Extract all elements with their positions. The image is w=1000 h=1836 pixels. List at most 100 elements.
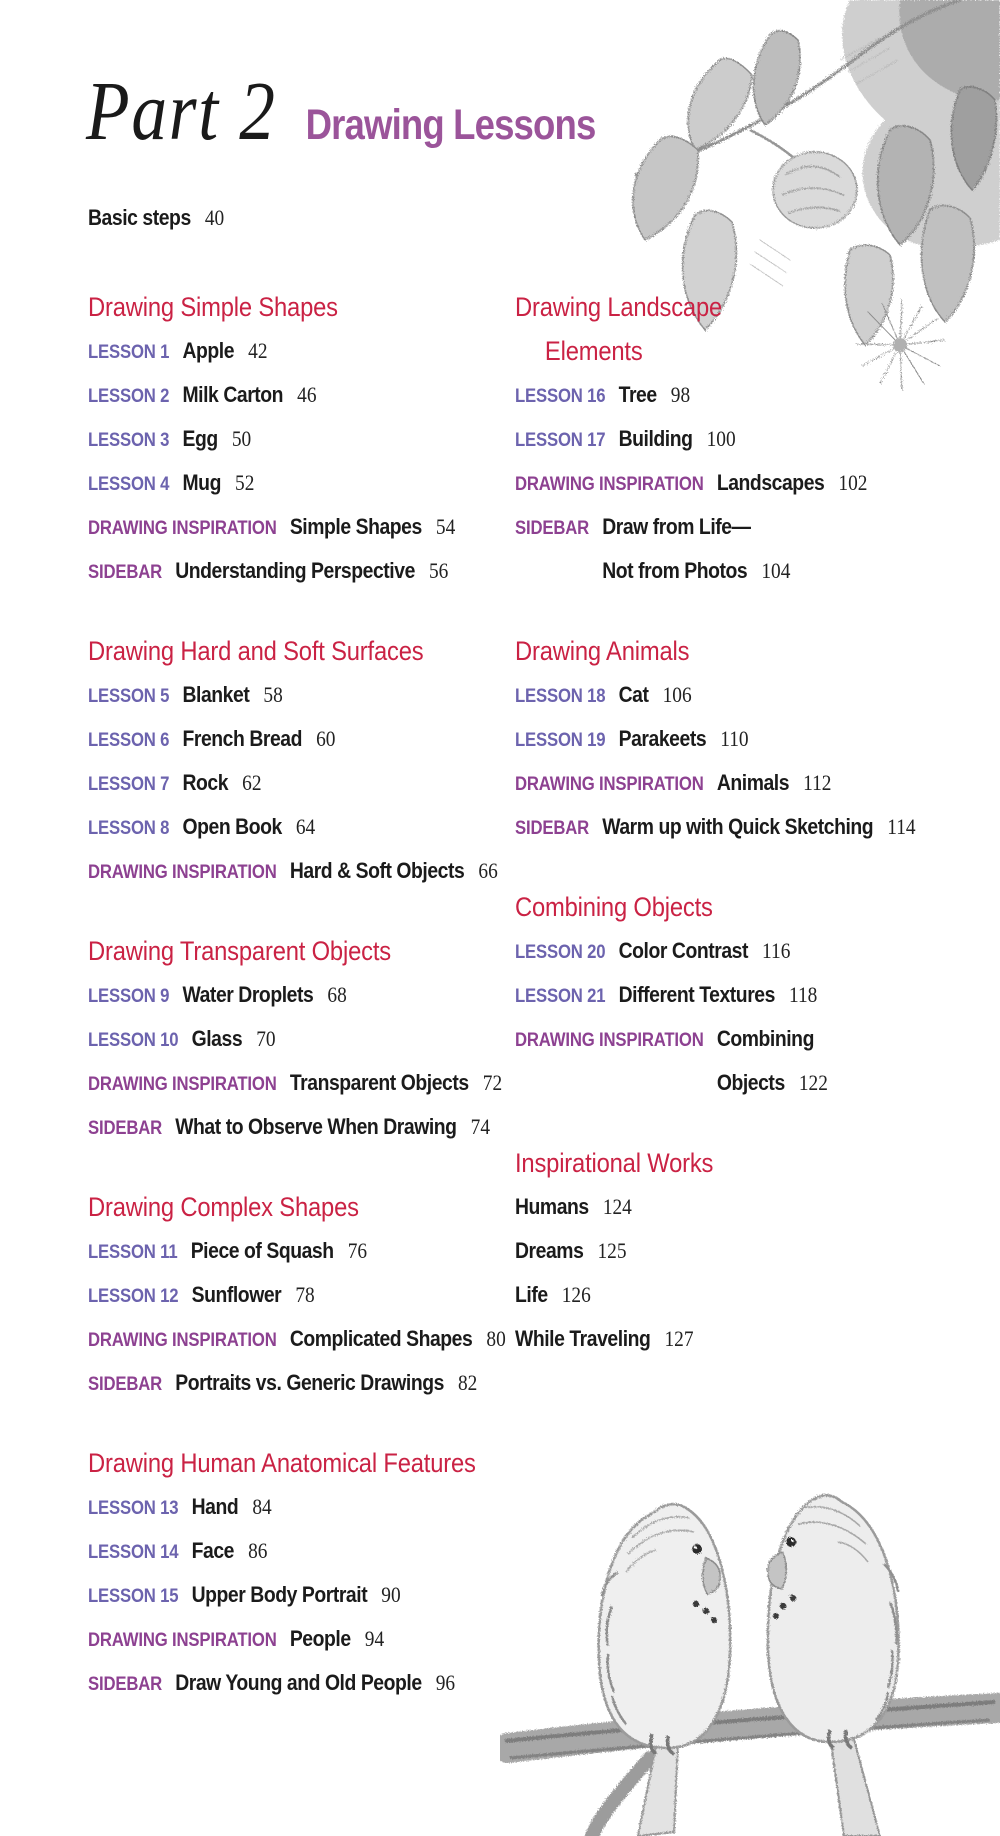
entry-label: LESSON 18: [515, 686, 606, 707]
entry-title: Tree 98: [618, 382, 691, 407]
page-number: 125: [597, 1238, 627, 1263]
entry-title: Life 126: [515, 1282, 591, 1307]
toc-entry: LESSON 5 Blanket 58: [88, 673, 502, 717]
toc-entry: LESSON 10 Glass 70: [88, 1017, 502, 1061]
toc-entry: Basic steps 40: [88, 196, 224, 240]
toc-section: Drawing Complex Shapes LESSON 11 Piece of …: [88, 1185, 506, 1405]
entry-title: Apple 42: [182, 338, 268, 363]
toc-entry: SIDEBAR Understanding Perspective 56: [88, 549, 502, 593]
page-number: 84: [252, 1494, 272, 1519]
entry-label: SIDEBAR: [515, 818, 590, 839]
section-heading: Drawing Transparent Objects: [88, 936, 391, 966]
toc-entry: LESSON 20 Color Contrast 116: [515, 929, 955, 973]
toc-entry: DRAWING INSPIRATION People 94: [88, 1617, 502, 1661]
entry-title: Humans 124: [515, 1194, 632, 1219]
page-number: 64: [295, 814, 316, 839]
toc-entry: While Traveling 127: [515, 1317, 955, 1361]
section-heading: Drawing Human Anatomical Features: [88, 1448, 476, 1478]
entry-label: LESSON 6: [88, 730, 170, 751]
page-number: 86: [248, 1538, 268, 1563]
toc-entry: LESSON 1 Apple 42: [88, 329, 502, 373]
toc-entry: Humans 124: [515, 1185, 955, 1229]
entry-label: DRAWING INSPIRATION: [88, 862, 277, 883]
page-number: 114: [887, 814, 916, 839]
page-number: 96: [435, 1670, 456, 1695]
entry-label: LESSON 17: [515, 430, 606, 451]
toc-section: Drawing Human Anatomical Features LESSON …: [88, 1441, 502, 1705]
entry-title: Rock 62: [182, 770, 262, 795]
entry-title: Cat 106: [618, 682, 692, 707]
page-number: 110: [720, 726, 749, 751]
entry-label: LESSON 16: [515, 386, 606, 407]
toc-entry: LESSON 2 Milk Carton 46: [88, 373, 502, 417]
entry-label: LESSON 7: [88, 774, 170, 795]
entry-label: LESSON 9: [88, 986, 170, 1007]
toc-entry: DRAWING INSPIRATION Transparent Objects 72: [88, 1061, 502, 1105]
part-label: Part 2: [86, 65, 277, 158]
entry-label: DRAWING INSPIRATION: [515, 1030, 704, 1051]
entry-title: Glass 70: [191, 1026, 276, 1051]
toc-entry: LESSON 6 French Bread 60: [88, 717, 502, 761]
page-number: 62: [242, 770, 262, 795]
entry-title: Water Droplets 68: [182, 982, 347, 1007]
toc-entry: LESSON 12 Sunflower 78: [88, 1273, 502, 1317]
toc-entry: SIDEBAR Warm up with Quick Sketching 114: [515, 805, 955, 849]
toc-entry: LESSON 7 Rock 62: [88, 761, 502, 805]
page-number: 80: [486, 1326, 506, 1351]
page-number: 112: [803, 770, 832, 795]
entry-label: DRAWING INSPIRATION: [88, 518, 277, 539]
page-number: 116: [762, 938, 791, 963]
toc-entry: LESSON 19 Parakeets 110: [515, 717, 955, 761]
section-heading: Inspirational Works: [515, 1148, 714, 1178]
entry-label: SIDEBAR: [88, 562, 163, 583]
page-number: 66: [478, 858, 498, 883]
toc-entry: LESSON 15 Upper Body Portrait 90: [88, 1573, 502, 1617]
entry-label: LESSON 21: [515, 986, 606, 1007]
entry-title: French Bread 60: [182, 726, 336, 751]
entry-label: LESSON 13: [88, 1498, 179, 1519]
entry-title: Warm up with Quick Sketching 114: [602, 814, 916, 839]
entry-label: LESSON 10: [88, 1030, 179, 1051]
toc-column-left: Drawing Simple Shapes LESSON 1 Apple 42 LESS…: [88, 285, 506, 1741]
toc-column-right: Drawing Landscape Elements LESSON 16 Tree 98…: [515, 285, 955, 1397]
entry-label: SIDEBAR: [88, 1374, 163, 1395]
entry-label: LESSON 12: [88, 1286, 179, 1307]
page-number: 124: [602, 1194, 632, 1219]
section-heading: Drawing Complex Shapes: [88, 1192, 359, 1222]
page-number: 118: [789, 982, 818, 1007]
intro-entry: Basic steps 40: [88, 196, 224, 240]
entry-label: LESSON 8: [88, 818, 170, 839]
entry-title: Portraits vs. Generic Drawings 82: [175, 1370, 478, 1395]
entry-label: DRAWING INSPIRATION: [88, 1330, 277, 1351]
page-number: 98: [670, 382, 691, 407]
page-number: 122: [798, 1070, 828, 1095]
entry-label: SIDEBAR: [515, 518, 590, 539]
toc-entry: SIDEBAR Draw Young and Old People 96: [88, 1661, 502, 1705]
entry-title: Egg 50: [182, 426, 252, 451]
entry-title: Sunflower 78: [191, 1282, 315, 1307]
toc-entry: Dreams 125: [515, 1229, 955, 1273]
entry-title: Open Book 64: [182, 814, 316, 839]
section-heading: Drawing Animals: [515, 636, 690, 666]
page-number: 74: [470, 1114, 490, 1139]
parakeets-sketch-image: [500, 1494, 1000, 1836]
page-number: 102: [838, 470, 868, 495]
toc-entry: DRAWING INSPIRATION Hard & Soft Objects 66: [88, 849, 502, 893]
page-number: 106: [662, 682, 692, 707]
page-number: 68: [327, 982, 347, 1007]
section-heading: Combining Objects: [515, 892, 713, 922]
toc-entry: LESSON 11 Piece of Squash 76: [88, 1229, 502, 1273]
entry-label: LESSON 11: [88, 1242, 178, 1263]
toc-entry: LESSON 21 Different Textures 118: [515, 973, 955, 1017]
entry-label: LESSON 15: [88, 1586, 179, 1607]
page-number: 52: [235, 470, 255, 495]
entry-label: LESSON 1: [88, 342, 170, 363]
toc-section: Combining Objects LESSON 20 Color Contrast…: [515, 885, 955, 1105]
entry-title: Complicated Shapes 80: [289, 1326, 506, 1351]
page-number: 104: [761, 558, 791, 583]
toc-entry: LESSON 8 Open Book 64: [88, 805, 502, 849]
toc-entry: LESSON 16 Tree 98: [515, 373, 955, 417]
entry-label: SIDEBAR: [88, 1118, 163, 1139]
page-number: 70: [256, 1026, 276, 1051]
toc-entry: SIDEBAR Draw from Life— Not from Photos 104: [515, 505, 955, 593]
